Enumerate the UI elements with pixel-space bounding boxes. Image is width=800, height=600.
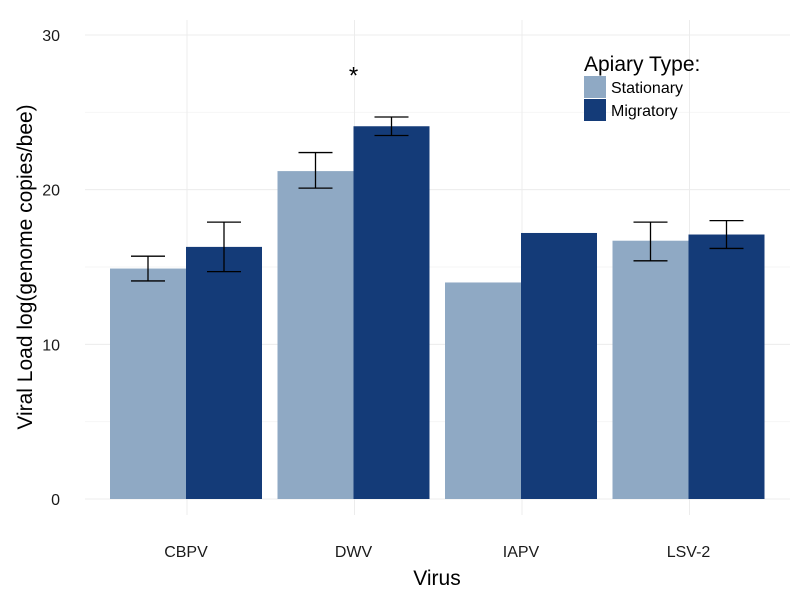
legend-items: Stationary Migratory <box>584 76 683 121</box>
legend-label-stationary: Stationary <box>611 80 683 97</box>
annotations: * <box>349 63 358 90</box>
bar-stationary-dwv <box>277 171 354 499</box>
bar-stationary-lsv-2 <box>612 240 689 499</box>
y-tick-label: 30 <box>42 28 60 45</box>
bar-migratory-dwv <box>353 126 430 500</box>
y-axis-ticks: 0 10 20 30 <box>42 28 60 509</box>
error-bars <box>131 116 744 282</box>
y-tick-label: 0 <box>51 492 60 509</box>
error-bar-migratory-lsv-2 <box>709 219 744 250</box>
error-bar-migratory-dwv <box>374 116 409 137</box>
error-bar-migratory-cbpv <box>207 221 241 273</box>
y-tick-label: 10 <box>42 337 60 354</box>
bar-stationary-cbpv <box>110 268 186 499</box>
error-bar-stationary-lsv-2 <box>633 221 668 262</box>
significance-marker: * <box>349 63 358 90</box>
bar-migratory-lsv-2 <box>688 234 765 499</box>
error-bar-stationary-dwv <box>298 151 333 189</box>
x-tick-label: LSV-2 <box>667 544 711 561</box>
legend-title: Apiary Type: <box>584 53 700 76</box>
x-tick-label: IAPV <box>503 544 540 561</box>
y-axis-title: Viral Load log(genome copies/bee) <box>14 104 37 429</box>
bar-migratory-cbpv <box>186 246 262 499</box>
x-tick-label: CBPV <box>164 544 208 561</box>
x-axis-ticks: CBPV DWV IAPV LSV-2 <box>164 544 710 561</box>
bars <box>110 126 765 500</box>
legend: Apiary Type: Stationary Migratory <box>584 53 700 121</box>
bar-stationary-iapv <box>445 282 521 499</box>
bar-migratory-iapv <box>521 232 597 499</box>
x-tick-label: DWV <box>335 544 373 561</box>
y-tick-label: 20 <box>42 183 60 200</box>
error-bar-stationary-cbpv <box>131 255 165 282</box>
legend-swatch-migratory <box>584 99 606 121</box>
legend-swatch-stationary <box>584 76 606 98</box>
legend-label-migratory: Migratory <box>611 103 678 120</box>
x-axis-title: Virus <box>413 567 460 590</box>
